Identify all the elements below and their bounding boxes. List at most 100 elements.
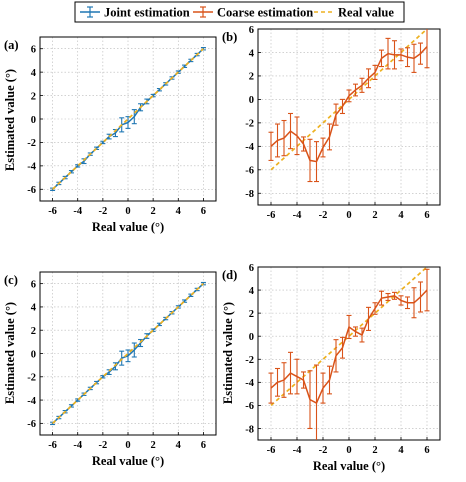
y-tick-label: 6 xyxy=(31,279,36,290)
panel-a: -6 -4 -2 0 2 4 6 -6 -4 -2 0 2 4 6 (a) Real value (°) Est… xyxy=(3,36,217,234)
y-tick-label: 0 xyxy=(31,349,36,360)
x-tick-label: -4 xyxy=(293,445,302,456)
error-bar xyxy=(314,141,319,183)
x-tick-label: 6 xyxy=(424,445,429,456)
legend-item-real-value: Real value xyxy=(314,6,394,20)
y-tick-label: -6 xyxy=(245,401,254,412)
y-axis-label: Estimated value (°) xyxy=(3,69,17,171)
x-tick-label: -6 xyxy=(267,445,276,456)
error-bar xyxy=(424,29,430,69)
legend-label: Coarse estimation xyxy=(217,6,313,20)
plot-area xyxy=(50,281,206,426)
grid xyxy=(258,266,440,440)
y-tick-label: -2 xyxy=(27,138,36,149)
error-bar xyxy=(294,116,300,156)
x-axis-label: Real value (°) xyxy=(92,454,164,468)
error-bar xyxy=(379,49,384,68)
y-tick-label: 4 xyxy=(31,303,37,314)
y-tick-label: -8 xyxy=(245,189,254,200)
error-bar xyxy=(392,40,397,70)
y-tick-label: 6 xyxy=(249,25,254,36)
y-tick-label: -2 xyxy=(245,119,254,130)
error-bar xyxy=(346,314,352,340)
error-bar xyxy=(131,342,137,358)
grid xyxy=(258,28,440,205)
y-tick-label: 2 xyxy=(31,91,36,102)
error-bar xyxy=(353,83,358,97)
series-coarse-estimation xyxy=(268,29,430,183)
error-bar xyxy=(320,137,326,158)
panel-label: (d) xyxy=(222,268,237,282)
y-tick-label: 2 xyxy=(249,72,254,83)
error-bar xyxy=(288,112,293,150)
y-axis-label: Estimated value (°) xyxy=(221,302,235,404)
error-bar xyxy=(275,123,280,158)
x-tick-label: 2 xyxy=(372,210,377,221)
x-tick-label: 2 xyxy=(372,445,377,456)
error-bar xyxy=(372,64,378,81)
x-tick-label: 2 xyxy=(151,440,156,451)
panel-label: (a) xyxy=(4,38,19,52)
x-tick-label: 2 xyxy=(151,206,156,217)
y-tick-label: 4 xyxy=(249,286,255,297)
legend-item-coarse-estimation: Coarse estimation xyxy=(193,6,313,20)
y-tick-label: -6 xyxy=(27,419,36,430)
panel-b: -6 -4 -2 0 2 4 6 -8 -6 -4 -2 0 2 4 6 (b) xyxy=(222,25,441,221)
error-bar xyxy=(281,362,287,398)
error-bar xyxy=(398,48,404,62)
error-bar xyxy=(301,136,306,152)
legend: Joint estimation Coarse estimation Real va… xyxy=(74,1,405,23)
x-tick-label: -2 xyxy=(319,445,328,456)
x-tick-label: 0 xyxy=(346,445,351,456)
y-tick-label: -4 xyxy=(27,396,36,407)
error-bar xyxy=(346,89,352,103)
error-bar xyxy=(314,364,319,440)
y-tick-label: -4 xyxy=(27,162,36,173)
x-tick-label: 4 xyxy=(176,206,182,217)
x-tick-label: 4 xyxy=(398,210,404,221)
error-bar xyxy=(307,370,313,430)
error-bar xyxy=(333,339,339,373)
error-bar xyxy=(379,290,384,306)
plot-area xyxy=(50,46,206,192)
y-tick-label: 6 xyxy=(31,45,36,56)
legend-item-joint-estimation: Joint estimation xyxy=(80,6,190,20)
y-tick-label: -4 xyxy=(245,142,254,153)
error-bar xyxy=(418,281,423,313)
series-coarse-estimation xyxy=(268,268,430,440)
error-bar xyxy=(366,306,371,331)
error-bar xyxy=(294,358,300,395)
real-value-line xyxy=(51,283,205,424)
plot-area xyxy=(268,267,430,440)
panel-d: -6 -4 -2 0 2 4 6 -8 -6 -4 -2 0 2 4 6 (d) Real value (°) E… xyxy=(221,263,441,473)
legend-label: Joint estimation xyxy=(104,6,190,20)
y-tick-label: 4 xyxy=(249,48,255,59)
x-tick-label: -4 xyxy=(73,206,82,217)
error-bar xyxy=(424,268,430,312)
error-bar xyxy=(131,109,137,125)
y-tick-label: -6 xyxy=(27,185,36,196)
y-tick-label: 2 xyxy=(31,326,36,337)
panel-label: (b) xyxy=(222,30,237,44)
error-bar xyxy=(353,326,358,337)
x-tick-label: 4 xyxy=(398,445,404,456)
error-bar xyxy=(327,123,332,151)
error-bar xyxy=(418,42,423,65)
panel-c: -6 -4 -2 0 2 4 6 -6 -4 -2 0 2 4 6 (c) Real value (°) Est… xyxy=(3,271,217,468)
y-tick-label: 4 xyxy=(31,68,37,79)
x-tick-label: 0 xyxy=(125,206,130,217)
x-tick-label: 0 xyxy=(346,210,351,221)
x-tick-label: 6 xyxy=(201,206,206,217)
error-bar xyxy=(268,131,274,161)
panels: -6 -4 -2 0 2 4 6 -6 -4 -2 0 2 4 6 (a) Real value (°) Est… xyxy=(3,25,441,473)
error-bar xyxy=(359,327,365,343)
x-axis-label: Real value (°) xyxy=(92,220,164,234)
y-tick-label: -6 xyxy=(245,166,254,177)
error-bar xyxy=(385,37,391,70)
error-bar xyxy=(327,365,332,395)
series-line xyxy=(270,46,428,163)
error-bar xyxy=(125,349,131,363)
error-bar xyxy=(119,350,125,366)
x-tick-label: -4 xyxy=(73,440,82,451)
